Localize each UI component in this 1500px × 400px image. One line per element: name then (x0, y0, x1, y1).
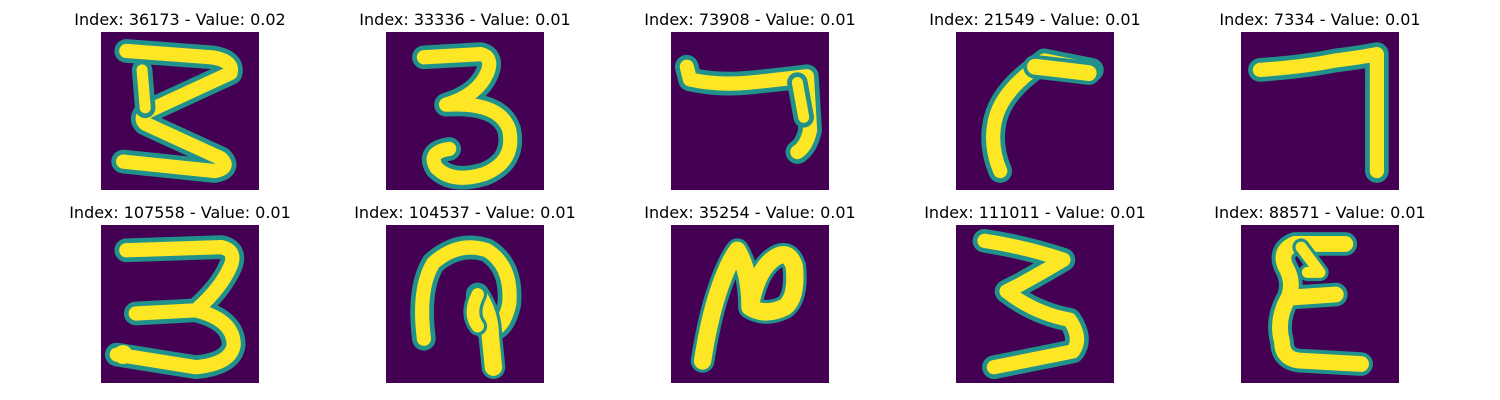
digit-image-3 (956, 225, 1114, 383)
stroke-core (977, 233, 1085, 375)
stroke-core (136, 64, 151, 114)
panel-10: Index: 88571 - Value: 0.01 (1190, 203, 1450, 393)
panel-title: Index: 88571 - Value: 0.01 (1214, 203, 1426, 222)
stroke-core (1272, 236, 1369, 372)
stroke-core (679, 59, 818, 160)
panel-title: Index: 111011 - Value: 0.01 (924, 203, 1146, 222)
panel-8: Index: 35254 - Value: 0.01 (620, 203, 880, 393)
digit-image-loop (386, 225, 544, 383)
digit-image-7 (956, 32, 1114, 190)
digit-image-3 (386, 32, 544, 190)
digit-image-3 (101, 32, 259, 190)
stroke-core (1295, 241, 1326, 278)
panel-4: Index: 21549 - Value: 0.01 (905, 10, 1165, 200)
panel-7: Index: 104537 - Value: 0.01 (335, 203, 595, 393)
digit-image-2 (671, 225, 829, 383)
panel-title: Index: 104537 - Value: 0.01 (354, 203, 576, 222)
digit-image-3 (101, 225, 259, 383)
panel-5: Index: 7334 - Value: 0.01 (1190, 10, 1450, 200)
panel-title: Index: 107558 - Value: 0.01 (69, 203, 291, 222)
stroke-core (1252, 47, 1384, 179)
stroke-core (416, 47, 518, 185)
panel-title: Index: 21549 - Value: 0.01 (929, 10, 1141, 29)
digit-image-7 (671, 32, 829, 190)
panel-title: Index: 33336 - Value: 0.01 (359, 10, 571, 29)
digit-image-3-mirrored (1241, 225, 1399, 383)
stroke-core (1027, 58, 1097, 81)
stroke-core (693, 241, 804, 370)
panel-title: Index: 7334 - Value: 0.01 (1219, 10, 1421, 29)
panel-title: Index: 35254 - Value: 0.01 (644, 203, 856, 222)
panel-6: Index: 107558 - Value: 0.01 (50, 203, 310, 393)
stroke-core (791, 77, 810, 123)
stroke-core (986, 53, 1099, 179)
panel-2: Index: 33336 - Value: 0.01 (335, 10, 595, 200)
panel-1: Index: 36173 - Value: 0.02 (50, 10, 310, 200)
panel-title: Index: 36173 - Value: 0.02 (74, 10, 286, 29)
digit-image-7 (1241, 32, 1399, 190)
panel-title: Index: 73908 - Value: 0.01 (644, 10, 856, 29)
panel-3: Index: 73908 - Value: 0.01 (620, 10, 880, 200)
stroke-core (466, 288, 484, 333)
stroke-core (109, 240, 241, 375)
panel-9: Index: 111011 - Value: 0.01 (905, 203, 1165, 393)
stroke-core (415, 240, 517, 346)
stroke-blob (113, 345, 133, 365)
